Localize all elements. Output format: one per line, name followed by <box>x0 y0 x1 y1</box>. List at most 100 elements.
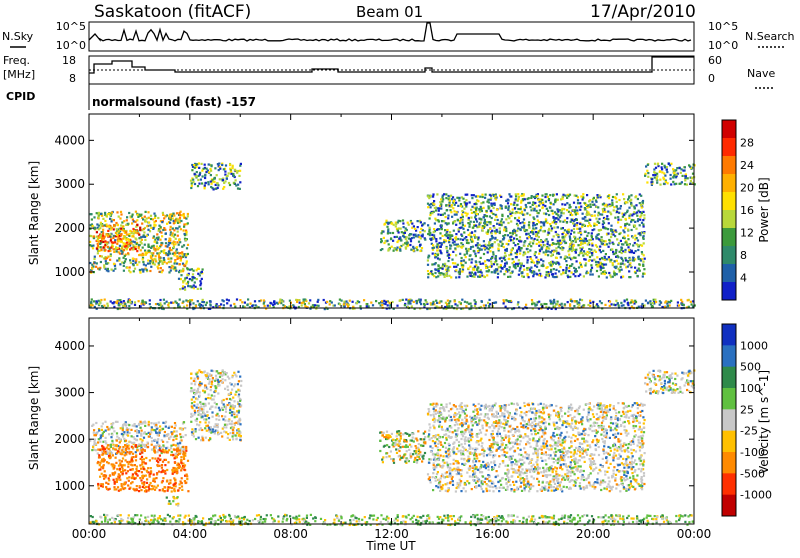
data-cell <box>613 206 615 208</box>
data-cell <box>573 228 575 230</box>
data-cell <box>435 240 437 242</box>
data-cell <box>455 224 457 226</box>
data-cell <box>197 268 199 270</box>
data-cell <box>159 239 161 241</box>
data-cell <box>595 244 597 246</box>
data-cell <box>460 238 462 240</box>
data-cell <box>453 244 455 246</box>
data-cell <box>182 285 184 287</box>
data-cell <box>172 500 174 502</box>
data-cell <box>134 268 136 270</box>
data-cell <box>602 271 604 273</box>
data-cell <box>204 174 206 176</box>
data-cell <box>157 434 159 436</box>
data-cell <box>477 242 479 244</box>
data-cell <box>454 204 456 206</box>
data-cell <box>552 276 554 278</box>
data-cell <box>197 300 199 302</box>
data-cell <box>526 256 528 258</box>
data-cell <box>384 223 386 225</box>
data-cell <box>555 276 557 278</box>
data-cell <box>439 258 441 260</box>
data-cell <box>116 228 118 230</box>
data-cell <box>169 261 171 263</box>
data-cell <box>128 270 130 272</box>
data-cell <box>629 276 631 278</box>
data-cell <box>640 204 642 206</box>
data-cell <box>153 213 155 215</box>
data-cell <box>191 169 193 171</box>
data-cell <box>663 172 665 174</box>
data-cell <box>597 214 599 216</box>
data-cell <box>656 178 658 180</box>
data-cell <box>487 205 489 207</box>
colorbar-swatch <box>722 174 736 193</box>
data-cell <box>109 259 111 261</box>
data-cell <box>469 255 471 257</box>
data-cell <box>127 435 129 437</box>
data-cell <box>616 255 618 257</box>
data-cell <box>162 428 164 430</box>
data-cell <box>452 207 454 209</box>
data-cell <box>178 239 180 241</box>
data-cell <box>388 243 390 245</box>
data-cell <box>447 223 449 225</box>
data-cell <box>588 213 590 215</box>
data-cell <box>150 467 152 469</box>
data-cell <box>183 213 185 215</box>
data-cell <box>232 165 234 167</box>
data-cell <box>617 208 619 210</box>
data-cell <box>495 301 497 303</box>
data-cell <box>463 259 465 261</box>
data-cell <box>451 204 453 206</box>
data-cell <box>661 163 663 165</box>
data-cell <box>667 182 669 184</box>
data-cell <box>618 304 620 306</box>
data-cell <box>234 383 236 385</box>
data-cell <box>198 437 200 439</box>
data-cell <box>107 428 109 430</box>
data-cell <box>477 267 479 269</box>
data-cell <box>523 269 525 271</box>
data-cell <box>141 268 143 270</box>
data-cell <box>570 221 572 223</box>
data-cell <box>561 303 563 305</box>
data-cell <box>598 212 600 214</box>
data-cell <box>463 208 465 210</box>
data-cell <box>178 252 180 254</box>
data-cell <box>569 235 571 237</box>
data-cell <box>550 230 552 232</box>
data-cell <box>210 186 212 188</box>
data-cell <box>431 263 433 265</box>
data-cell <box>146 478 148 480</box>
data-cell <box>112 237 114 239</box>
data-cell <box>615 229 617 231</box>
data-cell <box>429 232 431 234</box>
data-cell <box>532 225 534 227</box>
data-cell <box>623 214 625 216</box>
data-cell <box>130 451 132 453</box>
data-cell <box>122 429 124 431</box>
data-cell <box>434 222 436 224</box>
data-cell <box>624 251 626 253</box>
data-cell <box>507 276 509 278</box>
data-cell <box>213 395 215 397</box>
data-cell <box>553 268 555 270</box>
data-cell <box>480 206 482 208</box>
data-cell <box>124 454 126 456</box>
data-cell <box>542 230 544 232</box>
data-cell <box>606 243 608 245</box>
data-cell <box>399 246 401 248</box>
data-cell <box>432 196 434 198</box>
data-cell <box>148 421 150 423</box>
data-cell <box>187 490 189 492</box>
data-cell <box>119 489 121 491</box>
data-cell <box>236 298 238 300</box>
data-cell <box>479 244 481 246</box>
data-cell <box>120 427 122 429</box>
data-cell <box>638 263 640 265</box>
data-cell <box>144 216 146 218</box>
data-cell <box>130 429 132 431</box>
data-cell <box>533 218 535 220</box>
